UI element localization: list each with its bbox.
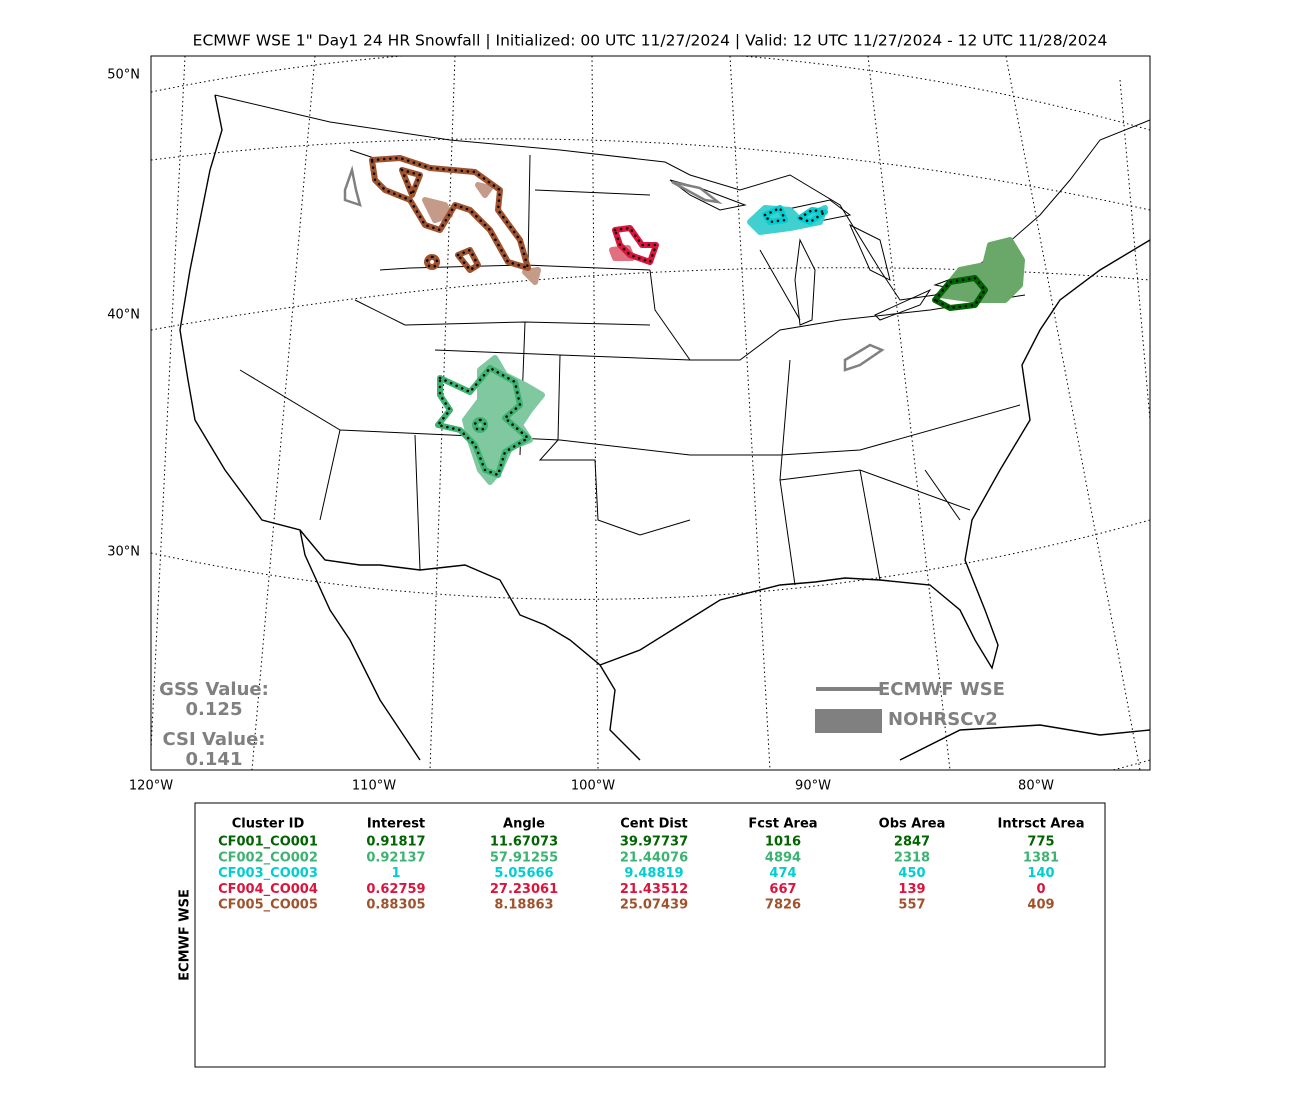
forecast-dots bbox=[613, 226, 658, 264]
table-cell: 11.67073 bbox=[490, 835, 558, 850]
map-frame bbox=[150, 55, 1151, 771]
table-cell: 2847 bbox=[894, 835, 930, 850]
forecast-dots bbox=[455, 248, 480, 272]
table-cell: 0.88305 bbox=[366, 898, 425, 913]
column-header: Cluster ID bbox=[232, 817, 305, 832]
table-cell: CF003_CO003 bbox=[218, 866, 318, 881]
table-side-label: ECMWF WSE bbox=[178, 889, 193, 981]
lat-label: 50°N bbox=[107, 68, 140, 83]
score-label: CSI Value: bbox=[163, 729, 266, 750]
forecast-dots bbox=[933, 276, 987, 310]
table-cell: 21.43512 bbox=[620, 882, 688, 897]
legend-patch bbox=[815, 709, 882, 733]
lat-label: 30°N bbox=[107, 545, 140, 560]
table-cell: 5.05666 bbox=[494, 866, 553, 881]
forecast-outline bbox=[472, 417, 489, 433]
observed-area bbox=[475, 182, 493, 198]
unmatched-outline bbox=[343, 165, 885, 372]
table-cell: 474 bbox=[769, 866, 796, 881]
column-header: Cent Dist bbox=[620, 817, 688, 832]
lon-label: 100°W bbox=[571, 779, 615, 794]
great-lakes bbox=[669, 179, 972, 326]
table-cell: 1016 bbox=[765, 835, 801, 850]
coastline bbox=[179, 94, 1150, 761]
lat-label: 40°N bbox=[107, 308, 140, 323]
legend-label: NOHRSCv2 bbox=[888, 709, 998, 730]
table-cell: 0.92137 bbox=[366, 850, 425, 865]
table-cell: 1 bbox=[391, 866, 400, 881]
table-cell: 557 bbox=[898, 898, 925, 913]
table-cell: 0.91817 bbox=[366, 835, 425, 850]
score-label: GSS Value: bbox=[159, 679, 269, 700]
table-cell: 0 bbox=[1036, 882, 1045, 897]
table-cell: 57.91255 bbox=[490, 850, 558, 865]
table-cell: 140 bbox=[1027, 866, 1054, 881]
table-cell: 1381 bbox=[1023, 850, 1059, 865]
clusters bbox=[343, 155, 1025, 485]
forecast-dots bbox=[435, 366, 531, 477]
forecast-dots bbox=[763, 206, 787, 224]
table-cell: 667 bbox=[769, 882, 796, 897]
table-cell: 8.18863 bbox=[494, 898, 553, 913]
column-header: Intrsct Area bbox=[998, 817, 1085, 832]
forecast-dots bbox=[370, 156, 530, 270]
column-header: Obs Area bbox=[879, 817, 946, 832]
table-cell: 25.07439 bbox=[620, 898, 688, 913]
legend-label: ECMWF WSE bbox=[878, 679, 1005, 700]
map: ECMWF WSE NOHRSCv2 bbox=[150, 55, 1151, 771]
forecast-dots bbox=[797, 208, 829, 224]
column-header: Interest bbox=[367, 817, 425, 832]
lon-label: 110°W bbox=[352, 779, 396, 794]
lon-label: 120°W bbox=[129, 779, 173, 794]
table-cell: 0.62759 bbox=[366, 882, 425, 897]
score-value: 0.141 bbox=[186, 749, 243, 770]
score-value: 0.125 bbox=[186, 699, 243, 720]
title: ECMWF WSE 1" Day1 24 HR Snowfall | Initi… bbox=[193, 32, 1108, 50]
table-cell: 9.48819 bbox=[624, 866, 683, 881]
table: Cluster ID Interest Angle Cent Dist Fcst Are… bbox=[218, 817, 1084, 913]
table-cell: 2318 bbox=[894, 850, 930, 865]
table-cell: 27.23061 bbox=[490, 882, 558, 897]
table-cell: 7826 bbox=[765, 898, 801, 913]
table-cell: 450 bbox=[898, 866, 925, 881]
table-cell: 775 bbox=[1027, 835, 1054, 850]
table-cell: CF001_CO001 bbox=[218, 835, 318, 850]
table-cell: 409 bbox=[1027, 898, 1054, 913]
graticule-labels: 50°N 40°N 30°N 120°W 110°W 100°W 90°W 80°W GSS V… bbox=[107, 68, 1054, 794]
column-header: Fcst Area bbox=[748, 817, 817, 832]
table-cell: 21.44076 bbox=[620, 850, 688, 865]
table-cell: CF005_CO005 bbox=[218, 898, 318, 913]
table-cell: CF004_CO004 bbox=[218, 882, 318, 897]
lon-label: 80°W bbox=[1018, 779, 1054, 794]
table-frame bbox=[194, 802, 1106, 1068]
forecast-dots bbox=[399, 168, 422, 199]
graticule bbox=[151, 56, 1150, 770]
table-cell: 39.97737 bbox=[620, 835, 688, 850]
forecast-outline bbox=[424, 254, 441, 270]
observed-area bbox=[522, 267, 541, 285]
table-cell: CF002_CO002 bbox=[218, 850, 318, 865]
observed-area bbox=[937, 237, 1025, 303]
lon-label: 90°W bbox=[795, 779, 831, 794]
table-cell: 139 bbox=[898, 882, 925, 897]
column-header: Angle bbox=[503, 817, 545, 832]
table-cell: 4894 bbox=[765, 850, 801, 865]
